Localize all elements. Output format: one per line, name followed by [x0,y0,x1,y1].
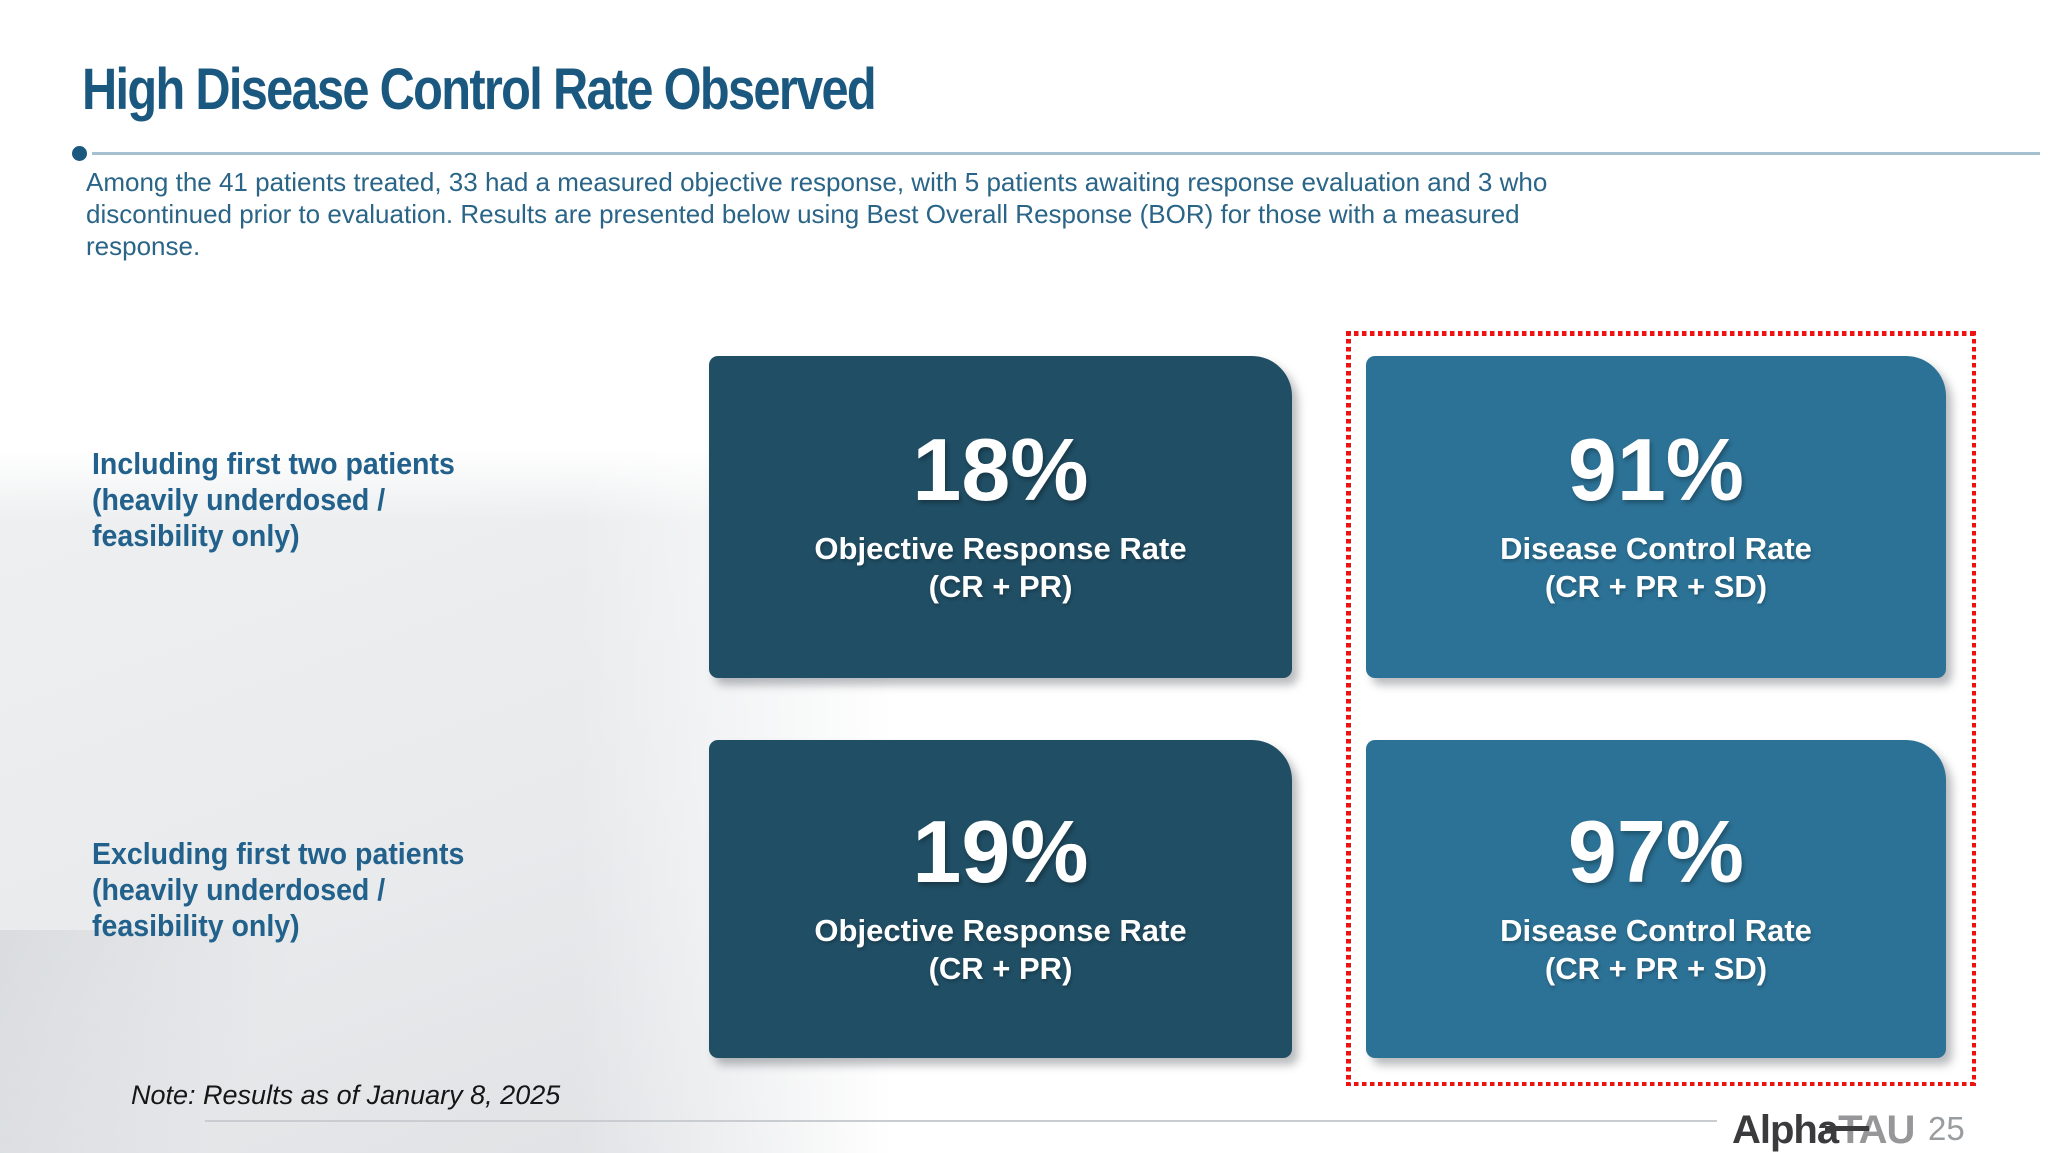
title-underline [92,152,2040,155]
dcr-including-label: Disease Control Rate [1500,530,1812,566]
dcr-including-sub: (CR + PR + SD) [1544,568,1768,604]
dcr-including-value: 91% [1567,420,1745,520]
stat-box-dcr-excluding: 97% Disease Control Rate (CR + PR + SD) [1366,740,1946,1058]
title-bullet-dot [72,146,87,161]
page-number: 25 [1928,1110,1965,1147]
stat-box-orr-including: 18% Objective Response Rate (CR + PR) [709,356,1292,678]
row-label-excluding: Excluding first two patients (heavily un… [92,836,465,943]
stat-box-dcr-including: 91% Disease Control Rate (CR + PR + SD) [1366,356,1946,678]
dcr-excluding-sub: (CR + PR + SD) [1544,950,1768,986]
logo-text-alpha: Alpha [1732,1108,1839,1152]
highlight-outline-right [1971,331,1976,1086]
orr-excluding-label: Objective Response Rate [814,912,1187,948]
intro-paragraph: Among the 41 patients treated, 33 had a … [86,167,1548,261]
footer-divider [205,1120,1717,1122]
orr-excluding-value: 19% [912,802,1089,902]
highlight-outline-top [1346,331,1976,336]
row-label-including: Including first two patients (heavily un… [92,446,455,553]
stat-box-orr-excluding: 19% Objective Response Rate (CR + PR) [709,740,1292,1058]
background-corner-streak [0,930,460,1153]
highlight-outline-left [1346,331,1351,1086]
alphatau-logo: AlphaTAU [1732,1108,1915,1153]
orr-including-label: Objective Response Rate [814,530,1187,566]
highlight-outline-bottom [1346,1081,1976,1086]
results-note: Note: Results as of January 8, 2025 [131,1080,561,1110]
dcr-excluding-label: Disease Control Rate [1500,912,1812,948]
slide-title: High Disease Control Rate Observed [82,57,877,122]
orr-including-value: 18% [912,420,1089,520]
orr-excluding-sub: (CR + PR) [928,950,1073,986]
dcr-excluding-value: 97% [1567,802,1745,902]
orr-including-sub: (CR + PR) [928,568,1073,604]
logo-crossbar [1825,1126,1869,1131]
